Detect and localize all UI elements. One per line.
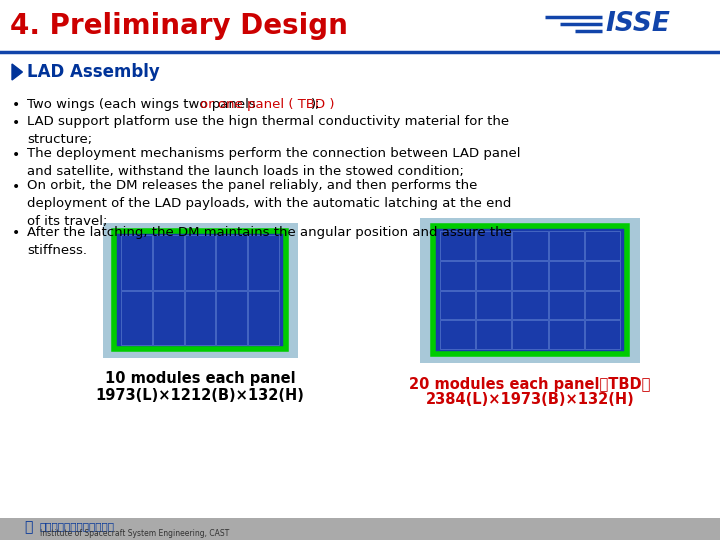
Bar [433, 226, 627, 354]
Text: ISSE: ISSE [605, 11, 670, 37]
Text: •: • [12, 147, 20, 161]
Bar [549, 291, 584, 319]
Text: LAD support platform use the hign thermal conductivity material for the
structur: LAD support platform use the hign therma… [27, 116, 509, 146]
Text: 20 modules each panel（TBD）: 20 modules each panel（TBD） [409, 376, 651, 392]
Bar [420, 218, 640, 362]
Bar [114, 231, 286, 349]
Text: LAD Assembly: LAD Assembly [27, 63, 160, 81]
Bar [0, 518, 720, 540]
Bar [217, 235, 248, 289]
Text: 中国空间技术研究院总体部: 中国空间技术研究院总体部 [40, 521, 115, 531]
Text: 2384(L)×1973(B)×132(H): 2384(L)×1973(B)×132(H) [426, 393, 634, 408]
Text: The deployment mechanisms perform the connection between LAD panel
and satellite: The deployment mechanisms perform the co… [27, 147, 521, 178]
Bar [585, 320, 620, 349]
Bar [585, 231, 620, 260]
Bar [184, 291, 215, 345]
Bar [248, 235, 279, 289]
Text: •: • [12, 98, 20, 112]
Bar [441, 231, 475, 260]
Bar [248, 291, 279, 345]
Bar [477, 291, 511, 319]
Bar [441, 261, 475, 289]
Bar [120, 235, 151, 289]
Bar [549, 320, 584, 349]
Bar [549, 231, 584, 260]
Bar [513, 291, 547, 319]
Bar [585, 291, 620, 319]
Bar [153, 291, 184, 345]
Bar [513, 231, 547, 260]
Bar [153, 235, 184, 289]
Polygon shape [12, 64, 22, 80]
Bar [477, 231, 511, 260]
Bar [477, 320, 511, 349]
Text: After the latching, the DM maintains the angular position and assure the
stiffne: After the latching, the DM maintains the… [27, 226, 512, 256]
Bar [441, 291, 475, 319]
Text: );: ); [310, 98, 320, 111]
Bar [441, 320, 475, 349]
Text: 4. Preliminary Design: 4. Preliminary Design [10, 12, 348, 40]
Text: or one panel ( TBD ): or one panel ( TBD ) [200, 98, 339, 111]
Bar [549, 261, 584, 289]
Text: •: • [12, 116, 20, 130]
Bar [513, 320, 547, 349]
Bar [217, 291, 248, 345]
Text: Two wings (each wings two panels: Two wings (each wings two panels [27, 98, 260, 111]
Bar [102, 222, 297, 357]
Text: Ⓐ: Ⓐ [24, 520, 32, 534]
Text: 10 modules each panel: 10 modules each panel [104, 372, 295, 387]
Text: 1973(L)×1212(B)×132(H): 1973(L)×1212(B)×132(H) [96, 388, 305, 402]
Bar [477, 261, 511, 289]
Bar [184, 235, 215, 289]
Bar [513, 261, 547, 289]
Text: On orbit, the DM releases the panel reliably, and then performs the
deployment o: On orbit, the DM releases the panel reli… [27, 179, 511, 227]
Text: •: • [12, 179, 20, 193]
Bar [120, 291, 151, 345]
Text: •: • [12, 226, 20, 240]
Text: Institute of Spacecraft System Engineering, CAST: Institute of Spacecraft System Engineeri… [40, 529, 229, 537]
Bar [585, 261, 620, 289]
